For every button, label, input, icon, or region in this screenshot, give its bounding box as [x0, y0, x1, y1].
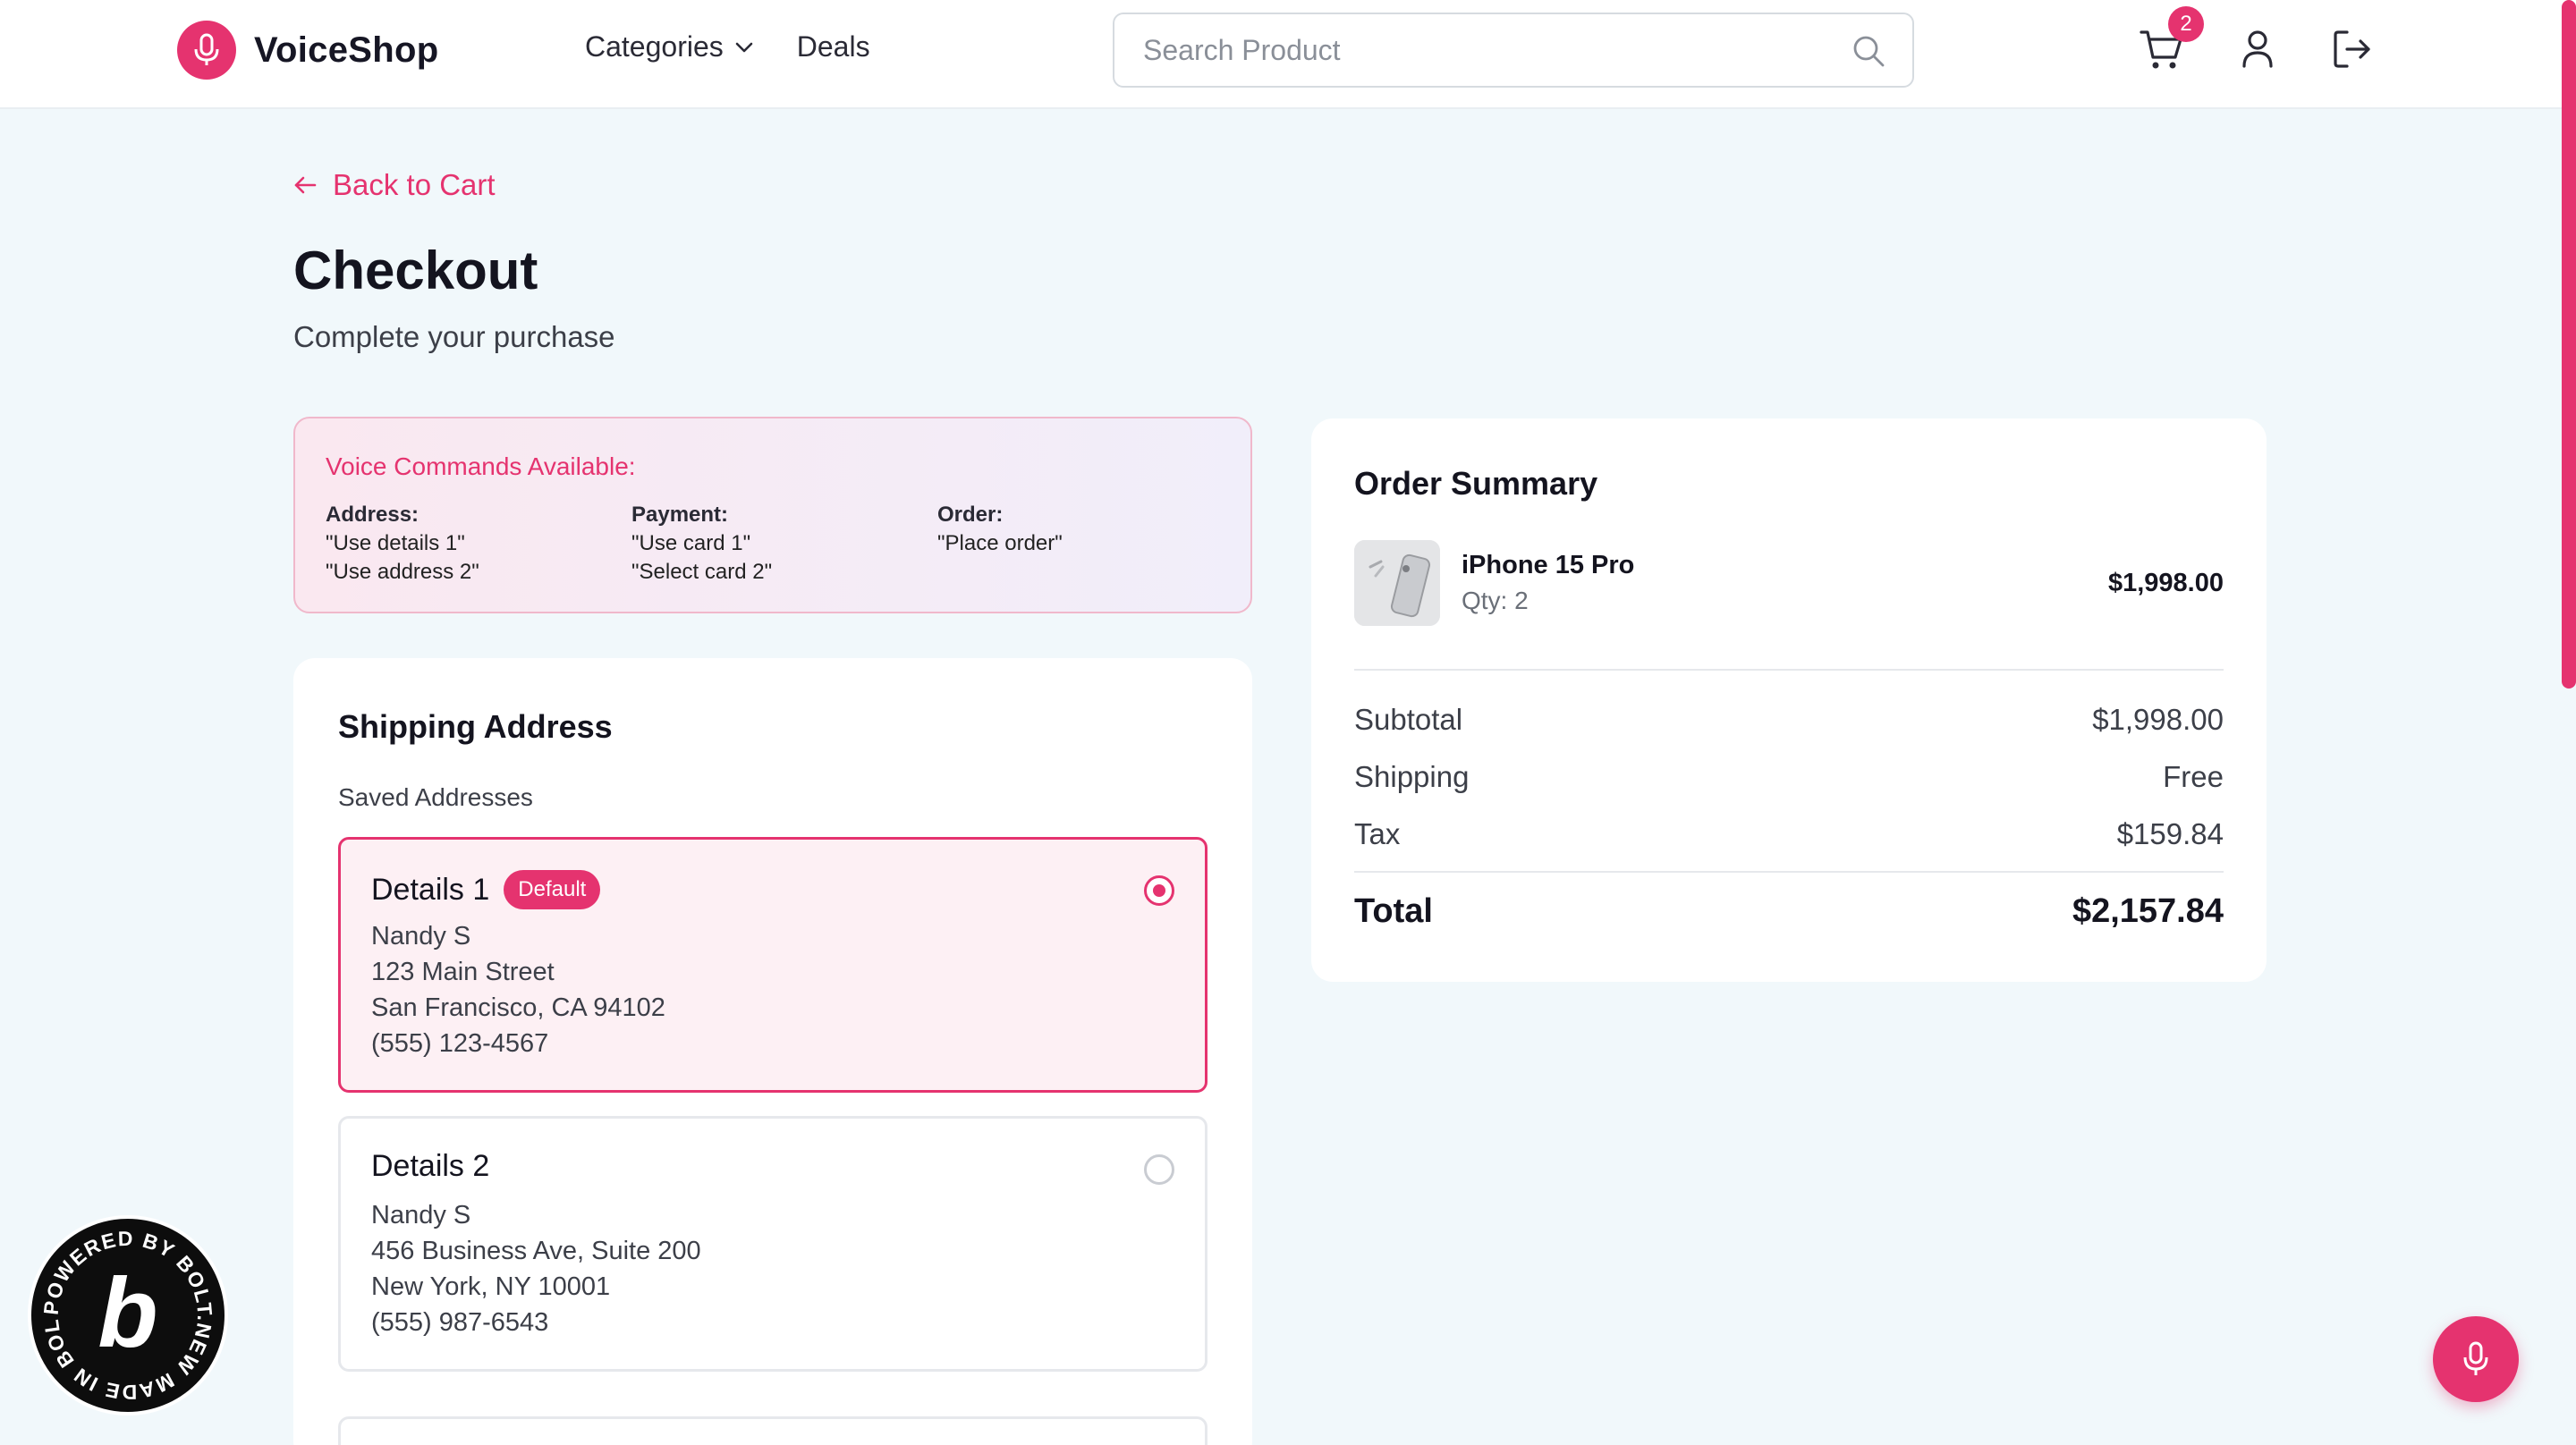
back-to-cart-link[interactable]: Back to Cart	[293, 168, 496, 202]
summary-label: Shipping	[1354, 760, 1470, 793]
address-radio[interactable]	[1144, 875, 1174, 906]
voice-column-heading: Order:	[937, 503, 1004, 527]
address-header: Details 1 Default	[371, 870, 601, 909]
order-summary-title: Order Summary	[1354, 465, 1598, 502]
total-row: Total $2,157.84	[1354, 892, 2224, 931]
product-quantity: Qty: 2	[1462, 587, 1529, 614]
subtotal-row: Subtotal $1,998.00	[1354, 703, 2224, 737]
address-option-1[interactable]: Details 1 Default Nandy S 123 Main Stree…	[338, 837, 1208, 1093]
cart-count-badge: 2	[2168, 6, 2204, 42]
logout-icon[interactable]	[2333, 29, 2372, 70]
mic-icon	[2463, 1341, 2488, 1375]
divider	[1354, 669, 2224, 671]
shipping-title: Shipping Address	[338, 708, 613, 745]
page-subtitle: Complete your purchase	[293, 320, 615, 353]
address-line: (555) 987-6543	[371, 1308, 549, 1337]
address-radio[interactable]	[1144, 1154, 1174, 1185]
default-badge: Default	[504, 870, 601, 909]
search-input[interactable]	[1143, 14, 1823, 86]
address-option-2[interactable]: Details 2 Nandy S 456 Business Ave, Suit…	[338, 1116, 1208, 1372]
search-box	[1113, 13, 1914, 88]
voice-command: "Place order"	[937, 531, 1063, 555]
page-scrollbar[interactable]	[2562, 0, 2576, 689]
address-name: Details 1	[371, 872, 490, 907]
total-value: $2,157.84	[2072, 892, 2224, 930]
summary-value: $159.84	[2116, 817, 2224, 850]
address-line: Nandy S	[371, 922, 471, 951]
nav-categories-label: Categories	[585, 30, 724, 63]
back-to-cart-label: Back to Cart	[333, 168, 496, 201]
address-line: 456 Business Ave, Suite 200	[371, 1237, 701, 1265]
voice-commands-order: Order: "Place order"	[937, 501, 1063, 558]
chevron-down-icon	[735, 42, 753, 52]
cart-icon[interactable]	[2140, 29, 2184, 72]
mic-icon	[177, 21, 236, 80]
summary-label: Subtotal	[1354, 703, 1463, 736]
nav-categories[interactable]: Categories	[585, 30, 754, 63]
address-lines: Nandy S 123 Main Street San Francisco, C…	[371, 918, 665, 1061]
nav-deals[interactable]: Deals	[797, 30, 870, 63]
top-header: VoiceShop Categories Deals 2	[0, 0, 2576, 109]
shipping-row: Shipping Free	[1354, 760, 2224, 794]
product-name: iPhone 15 Pro	[1462, 551, 1635, 579]
address-header: Details 2	[371, 1149, 489, 1184]
voice-column-heading: Payment:	[631, 503, 729, 527]
address-name: Details 2	[371, 1149, 490, 1183]
shipping-address-card: Shipping Address Saved Addresses Details…	[293, 658, 1252, 1445]
bolt-badge-logo[interactable]: POWERED BY BOLT.NEW MADE IN BOLT.NEW b	[27, 1214, 229, 1416]
voice-commands-address: Address: "Use details 1" "Use address 2"	[326, 501, 479, 587]
arrow-left-icon	[294, 176, 317, 194]
brand-logo[interactable]: VoiceShop	[177, 21, 438, 80]
voice-commands-panel: Voice Commands Available: Address: "Use …	[293, 417, 1252, 613]
order-summary-card: Order Summary iPhone 15 Pro Qty: 2 $1,99…	[1311, 418, 2267, 982]
address-line: 123 Main Street	[371, 958, 555, 986]
address-line: San Francisco, CA 94102	[371, 993, 665, 1022]
voice-command: "Use card 1"	[631, 531, 751, 555]
address-lines: Nandy S 456 Business Ave, Suite 200 New …	[371, 1197, 701, 1340]
summary-label: Tax	[1354, 817, 1401, 850]
voice-command: "Use address 2"	[326, 560, 479, 584]
summary-value: Free	[2163, 760, 2224, 793]
brand-name: VoiceShop	[254, 30, 439, 70]
divider	[1354, 871, 2224, 873]
voice-commands-title: Voice Commands Available:	[326, 452, 636, 480]
saved-addresses-label: Saved Addresses	[338, 783, 533, 811]
summary-value: $1,998.00	[2092, 703, 2224, 736]
voice-column-heading: Address:	[326, 503, 419, 527]
address-line: (555) 123-4567	[371, 1029, 549, 1058]
page-title: Checkout	[293, 241, 538, 300]
voice-mic-button[interactable]	[2433, 1316, 2519, 1402]
search-icon[interactable]	[1852, 34, 1885, 68]
total-label: Total	[1354, 892, 1433, 930]
product-price: $1,998.00	[2107, 569, 2224, 597]
user-icon[interactable]	[2240, 29, 2275, 70]
address-line: Nandy S	[371, 1201, 471, 1230]
phone-image-icon	[1354, 540, 1440, 626]
svg-text:b: b	[97, 1258, 157, 1368]
voice-command: "Use details 1"	[326, 531, 465, 555]
main-nav: Categories Deals	[585, 30, 870, 63]
product-thumbnail	[1354, 540, 1440, 626]
tax-row: Tax $159.84	[1354, 817, 2224, 851]
nav-deals-label: Deals	[796, 30, 870, 63]
voice-commands-payment: Payment: "Use card 1" "Select card 2"	[631, 501, 772, 587]
voice-command: "Select card 2"	[631, 560, 773, 584]
address-line: New York, NY 10001	[371, 1272, 611, 1301]
address-option-3[interactable]	[338, 1416, 1208, 1445]
